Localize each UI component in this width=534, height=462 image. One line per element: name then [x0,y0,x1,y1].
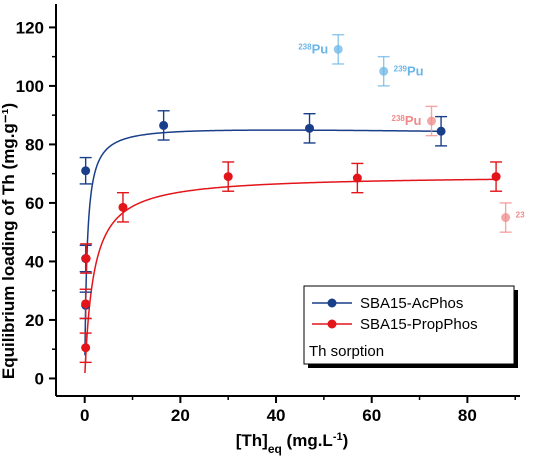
data-point [81,299,91,309]
pu-element: Pu [405,113,422,128]
y-tick-label: 100 [16,77,44,96]
pu-label: 239Pu [394,63,424,78]
x-title-sup: -1 [333,431,343,443]
pu-isotope: 238 [298,42,312,51]
data-point [81,166,91,176]
pu-point [379,66,389,76]
x-tick-label: 80 [458,406,477,425]
pu-isotope: 238 [392,114,406,123]
y-axis-title: Equilibrium loading of Th (mg.g⁻¹) [0,103,18,379]
legend-marker [327,319,337,329]
x-tick-label: 20 [171,406,190,425]
fit-curve [84,178,500,374]
pu-point [501,213,511,223]
y-tick-label: 20 [25,311,44,330]
data-point [81,343,91,353]
data-point [436,126,446,136]
x-axis-title: [Th]eq (mg.L-1) [236,431,349,456]
x-tick-label: 0 [80,406,89,425]
legend-label: SBA15-PropPhos [360,316,478,333]
pu-isotope: 23 [516,210,525,219]
data-point [159,120,169,130]
y-tick-label: 60 [25,194,44,213]
x-title-sub: eq [268,442,282,456]
data-point [223,172,233,182]
y-tick-label: 40 [25,252,44,271]
pu-element: Pu [407,63,424,78]
fit-curve [84,129,443,356]
pu-point [427,116,437,126]
data-point [118,202,128,212]
legend-marker [327,298,337,308]
x-title-unit: (mg.L [282,431,333,450]
axes: 0 20 40 60 80 0 20 40 60 80 100 120 [16,4,520,425]
data-point [352,173,362,183]
y-tick-label: 80 [25,135,44,154]
data-point [305,123,315,133]
pu-isotope: 239 [394,64,408,73]
y-axis-label-group: Equilibrium loading of Th (mg.g⁻¹) [0,103,18,379]
legend-label: SBA15-AcPhos [360,295,463,312]
y-tick-label: 120 [16,18,44,37]
y-tick-label: 0 [35,369,44,388]
pu-label: 238Pu [298,41,328,56]
x-tick-label: 60 [362,406,381,425]
data-points [79,110,503,364]
pu-point [333,44,343,54]
pu-element: Pu [312,41,329,56]
pu-label: 23 [516,210,525,219]
legend-note: Th sorption [309,343,384,360]
x-title-close: ) [343,431,349,450]
legend: SBA15-AcPhos SBA15-PropPhos Th sorption [303,285,518,368]
legend-box [303,285,515,365]
fit-curves [84,129,500,374]
pu-label: 238Pu [392,113,422,128]
x-tick-label: 40 [267,406,286,425]
data-point [81,254,91,264]
data-point [491,172,501,182]
x-title-main: [Th] [236,431,268,450]
